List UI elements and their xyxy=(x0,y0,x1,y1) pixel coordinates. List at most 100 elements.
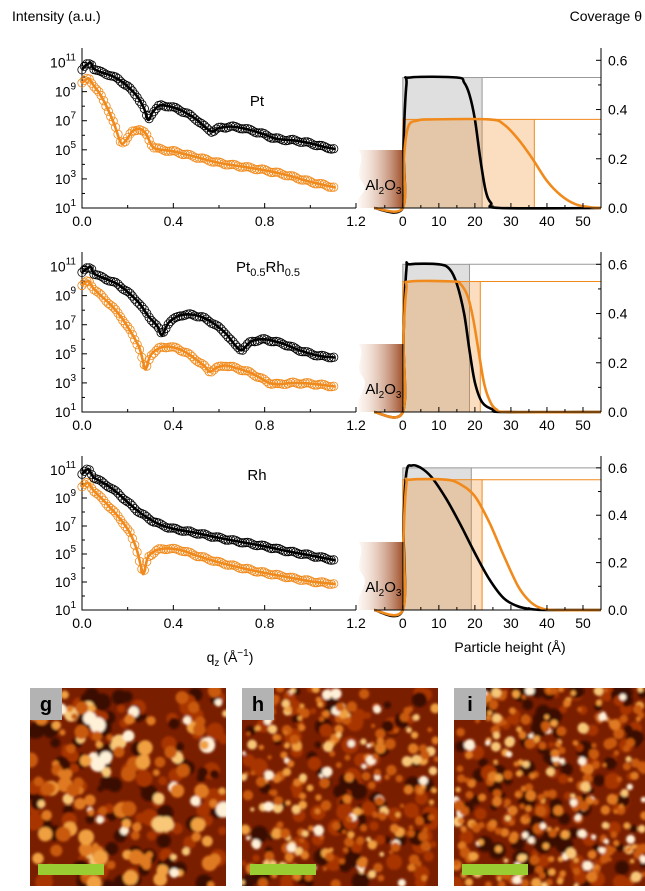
y-tick-exponent: 1 xyxy=(70,402,76,413)
particle xyxy=(545,767,555,777)
particle xyxy=(513,761,519,767)
data-point xyxy=(173,104,183,114)
particle xyxy=(563,699,571,708)
particle xyxy=(372,811,379,819)
data-point xyxy=(199,120,209,131)
particle xyxy=(508,707,516,715)
texture-spot xyxy=(383,836,391,844)
particle xyxy=(84,794,96,806)
particle xyxy=(201,855,218,872)
particles xyxy=(454,688,645,886)
al2o3-part: Al xyxy=(365,579,378,596)
data-point xyxy=(142,361,152,371)
particle xyxy=(407,863,415,872)
image-content xyxy=(30,688,226,886)
texture-spot xyxy=(369,821,379,831)
particle xyxy=(524,738,536,749)
particle xyxy=(156,864,169,877)
particle xyxy=(616,805,626,815)
y-tick-exponent: 11 xyxy=(66,257,77,268)
particle xyxy=(299,837,305,843)
particle xyxy=(525,805,532,813)
x-tick-label: 30 xyxy=(503,615,519,631)
texture-spot xyxy=(121,691,133,703)
particle xyxy=(201,835,213,847)
data-point xyxy=(226,334,236,344)
texture-spot xyxy=(612,874,628,886)
particle xyxy=(619,714,628,724)
annotation-sub-2: 0.5 xyxy=(285,267,300,279)
particle xyxy=(257,877,269,886)
particle xyxy=(55,826,71,842)
y-tick-base: 10 xyxy=(55,518,71,534)
particle xyxy=(577,756,587,766)
y-tick-base: 10 xyxy=(50,55,66,71)
particle xyxy=(464,739,475,751)
texture-spot xyxy=(556,838,569,850)
particle xyxy=(32,852,44,865)
al2o3-part: O xyxy=(384,381,396,398)
particle xyxy=(503,858,509,864)
al2o3-part: 2 xyxy=(379,390,385,401)
texture-spot xyxy=(242,860,247,867)
particle xyxy=(428,766,438,776)
x-tick-label: 0.4 xyxy=(164,213,184,229)
particle xyxy=(170,783,185,798)
particle xyxy=(507,805,518,816)
data-point xyxy=(209,365,219,375)
y-tick-exponent: 5 xyxy=(70,140,76,151)
particle xyxy=(569,798,578,807)
particle xyxy=(619,693,627,701)
particle xyxy=(603,845,615,857)
particle xyxy=(626,834,636,844)
particle xyxy=(342,794,352,804)
particle xyxy=(606,737,618,749)
particle xyxy=(577,828,587,839)
particle xyxy=(182,715,192,725)
particle xyxy=(553,805,564,816)
texture-spot xyxy=(351,872,370,886)
particle xyxy=(573,883,579,886)
particle xyxy=(456,765,464,773)
texture-spot xyxy=(593,774,605,787)
data-point xyxy=(125,83,135,93)
scale-bar xyxy=(250,864,316,875)
data-point xyxy=(240,342,250,352)
particle xyxy=(520,854,528,861)
particle xyxy=(276,821,284,829)
x-tick-label: 30 xyxy=(503,417,519,433)
particle xyxy=(342,829,347,834)
y-tick-label: 103 xyxy=(55,373,77,391)
series-orange-fit-line xyxy=(81,279,336,388)
particle xyxy=(411,731,419,739)
particle xyxy=(558,746,566,755)
data-point xyxy=(149,143,159,153)
texture-spot xyxy=(314,741,322,748)
particle xyxy=(370,723,376,728)
particle xyxy=(101,767,112,777)
texture-spot xyxy=(206,722,224,741)
data-point xyxy=(146,350,157,360)
particle xyxy=(492,796,503,807)
al2o3-part: Al xyxy=(365,381,378,398)
x-tick-label: 10 xyxy=(431,417,447,433)
particle xyxy=(356,858,368,869)
particle xyxy=(293,778,302,787)
particle xyxy=(214,698,223,707)
data-point xyxy=(108,505,118,515)
particle xyxy=(417,787,424,794)
particle xyxy=(335,702,345,712)
particle xyxy=(297,715,303,721)
y-tick-label: 0.4 xyxy=(608,102,628,118)
particle xyxy=(600,805,611,815)
particle xyxy=(215,802,226,818)
data-point xyxy=(149,107,159,117)
texture-spot xyxy=(469,745,485,760)
data-point xyxy=(91,286,102,296)
texture-spot xyxy=(470,794,481,806)
particle xyxy=(455,786,461,793)
particle xyxy=(508,819,515,826)
particles xyxy=(242,688,438,886)
data-point xyxy=(96,290,106,300)
